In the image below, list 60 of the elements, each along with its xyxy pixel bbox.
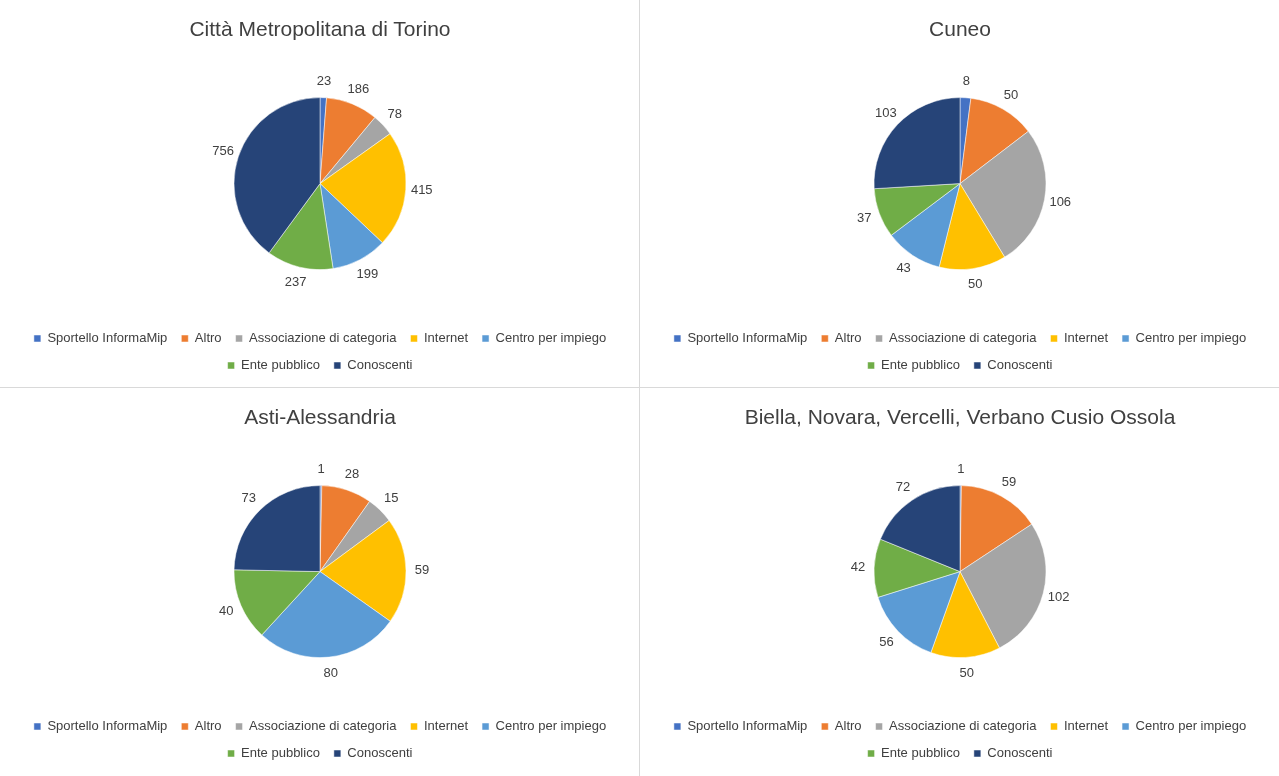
data-label: 237 — [284, 274, 307, 290]
chart-title: Asti-Alessandria — [243, 405, 396, 429]
legend-label: Conoscenti — [346, 357, 413, 373]
legend-label: Sportello InformaMip — [686, 330, 807, 346]
data-label: 43 — [895, 260, 911, 276]
data-label: 59 — [414, 562, 429, 578]
data-label: 199 — [355, 265, 378, 281]
legend-label: Conoscenti — [986, 745, 1053, 761]
legend-label: Altro — [834, 718, 862, 734]
chart-title: Cuneo — [928, 17, 991, 41]
data-label: 73 — [240, 490, 256, 506]
data-label: 1 — [956, 461, 964, 477]
legend-label: Internet — [1063, 718, 1108, 734]
data-label: 42 — [850, 558, 865, 574]
legend-label: Conoscenti — [986, 357, 1053, 373]
chart-title: Biella, Novara, Vercelli, Verbano Cusio Ossola — [744, 405, 1176, 429]
legend-label: Centro per impiego — [1135, 330, 1246, 346]
legend-label: Associazione di categoria — [888, 330, 1037, 346]
legend-label: Sportello InformaMip — [686, 718, 807, 734]
data-label: 15 — [383, 490, 399, 506]
legend-label: Ente pubblico — [880, 745, 960, 761]
data-label: 59 — [1001, 473, 1016, 489]
legend-label: Altro — [194, 330, 222, 346]
legend-label: Sportello InformaMip — [46, 330, 167, 346]
legend-label: Associazione di categoria — [888, 718, 1037, 734]
data-label: 186 — [346, 80, 369, 96]
legend-label: Conoscenti — [346, 745, 413, 761]
data-label: 56 — [878, 633, 894, 649]
legend-label: Altro — [194, 718, 222, 734]
legend-label: Ente pubblico — [240, 745, 320, 761]
legend-label: Ente pubblico — [240, 357, 320, 373]
data-label: 756 — [211, 143, 234, 159]
data-label: 50 — [967, 276, 983, 292]
data-label: 37 — [856, 210, 871, 226]
legend-label: Altro — [834, 330, 862, 346]
data-label: 1 — [316, 461, 325, 477]
data-label: 103 — [874, 105, 897, 121]
legend-label: Internet — [423, 330, 468, 346]
data-label: 72 — [895, 478, 910, 494]
legend-label: Ente pubblico — [880, 357, 960, 373]
data-label: 106 — [1048, 194, 1071, 210]
legend-label: Associazione di categoria — [248, 330, 397, 346]
chart-title: Città Metropolitana di Torino — [188, 17, 451, 41]
data-label: 415 — [410, 182, 433, 198]
data-label: 80 — [323, 664, 338, 680]
legend-label: Internet — [423, 718, 468, 734]
data-label: 8 — [962, 73, 970, 89]
legend-label: Centro per impiego — [495, 330, 606, 346]
data-label: 50 — [1003, 86, 1018, 102]
legend-label: Sportello InformaMip — [46, 718, 167, 734]
data-label: 28 — [344, 466, 359, 482]
data-label: 50 — [958, 664, 974, 680]
data-label: 23 — [316, 73, 331, 89]
legend-label: Centro per impiego — [1135, 718, 1246, 734]
data-label: 102 — [1047, 588, 1070, 604]
legend-label: Centro per impiego — [495, 718, 606, 734]
legend-label: Associazione di categoria — [248, 718, 397, 734]
data-label: 78 — [387, 105, 402, 121]
legend-label: Internet — [1063, 330, 1108, 346]
data-label: 40 — [218, 603, 233, 619]
